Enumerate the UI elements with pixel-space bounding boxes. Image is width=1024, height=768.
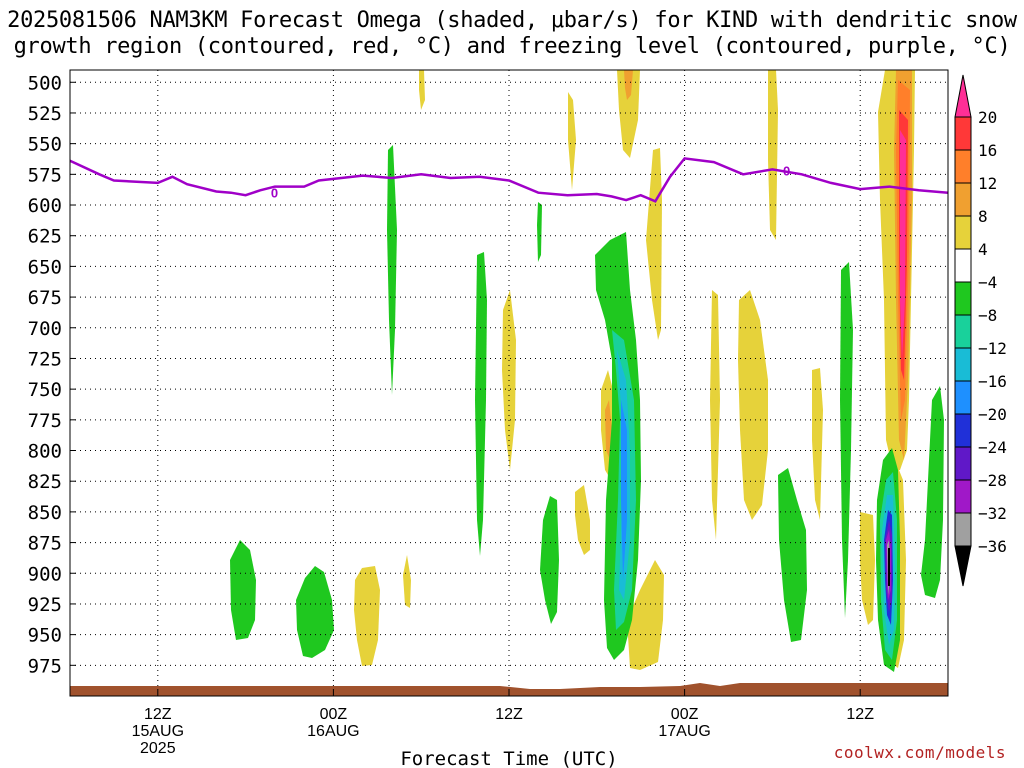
y-tick-label: 775 — [28, 410, 62, 432]
omega-blob — [403, 555, 411, 608]
omega-blob — [475, 252, 487, 556]
omega-blob — [575, 485, 590, 555]
y-tick-label: 500 — [28, 72, 62, 94]
colorbar-tick-label: 8 — [978, 207, 988, 226]
y-tick-label: 800 — [28, 441, 62, 463]
y-tick-label: 600 — [28, 195, 62, 217]
freezing-level-label: 0 — [271, 186, 278, 201]
colorbar-tick-label: 16 — [978, 141, 997, 160]
omega-blob — [840, 262, 853, 618]
colorbar-segment — [954, 545, 972, 587]
omega-blob — [540, 496, 559, 624]
colorbar-segment — [954, 215, 972, 250]
x-tick-label: 12Z — [495, 706, 523, 723]
colorbar-segment — [954, 149, 972, 184]
pressure-axis: 500 525 550 575 600 625 650 675 700 725 750 775 800 8… — [28, 72, 76, 677]
x-tick-label: 12Z — [846, 706, 874, 723]
omega-blob — [568, 92, 576, 190]
y-tick-label: 725 — [28, 348, 62, 370]
colorbar: 20 16 12 8 4 −4 −8 −12 −16 −20 −24 −28 −32 −36 — [954, 74, 1007, 587]
x-tick-label: 2025 — [140, 740, 176, 757]
x-tick-label: 00Z — [671, 706, 699, 723]
y-tick-label: 575 — [28, 164, 62, 186]
y-tick-label: 900 — [28, 563, 62, 585]
omega-blob — [387, 145, 397, 395]
colorbar-tick-label: 4 — [978, 240, 988, 259]
omega-blob — [354, 566, 380, 666]
colorbar-segment — [954, 182, 972, 217]
colorbar-tick-label: −36 — [978, 537, 1007, 556]
omega-blob — [710, 290, 720, 540]
omega-blob — [621, 400, 627, 580]
colorbar-segment — [954, 248, 972, 283]
y-tick-label: 750 — [28, 379, 62, 401]
freezing-level-label: 0 — [783, 164, 790, 179]
chart-title-line-2: growth region (contoured, red, °C) and f… — [13, 34, 1011, 59]
x-axis-title: Forecast Time (UTC) — [400, 748, 617, 768]
omega-blob — [624, 70, 633, 100]
x-tick-label: 00Z — [320, 706, 348, 723]
colorbar-tick-label: 20 — [978, 108, 997, 127]
colorbar-tick-label: −4 — [978, 273, 997, 292]
colorbar-segment — [954, 479, 972, 514]
x-tick-label: 16AUG — [307, 723, 359, 740]
colorbar-tick-label: −16 — [978, 372, 1007, 391]
colorbar-tick-label: −20 — [978, 405, 1007, 424]
y-tick-label: 525 — [28, 103, 62, 125]
chart-title-line-1: 2025081506 NAM3KM Forecast Omega (shaded… — [7, 8, 1017, 33]
colorbar-segment — [954, 380, 972, 415]
colorbar-tick-label: −32 — [978, 504, 1007, 523]
colorbar-tick-label: −28 — [978, 471, 1007, 490]
colorbar-tick-label: 12 — [978, 174, 997, 193]
y-tick-label: 925 — [28, 594, 62, 616]
omega-blob — [627, 560, 664, 670]
colorbar-segment — [954, 314, 972, 349]
freezing-level-line — [69, 157, 949, 203]
colorbar-tick-label: −24 — [978, 438, 1007, 457]
y-tick-label: 550 — [28, 134, 62, 156]
y-tick-label: 975 — [28, 655, 62, 677]
credit-text: coolwx.com/models — [833, 743, 1006, 762]
omega-blob — [921, 386, 944, 598]
omega-blob — [230, 540, 256, 640]
colorbar-tick-label: −12 — [978, 339, 1007, 358]
omega-blob — [738, 290, 768, 520]
omega-blob — [537, 202, 542, 262]
y-tick-label: 675 — [28, 287, 62, 309]
y-tick-label: 875 — [28, 533, 62, 555]
colorbar-segment — [954, 74, 972, 118]
omega-blob — [617, 70, 640, 158]
omega-blob — [812, 368, 823, 520]
y-tick-label: 950 — [28, 625, 62, 647]
colorbar-segment — [954, 281, 972, 316]
omega-blob — [888, 548, 890, 586]
colorbar-segment — [954, 512, 972, 547]
omega-blob — [419, 70, 425, 110]
y-tick-label: 825 — [28, 471, 62, 493]
colorbar-segment — [954, 413, 972, 448]
colorbar-segment — [954, 446, 972, 481]
x-tick-label: 17AUG — [658, 723, 710, 740]
y-tick-label: 850 — [28, 502, 62, 524]
x-tick-label: 15AUG — [132, 723, 184, 740]
y-tick-label: 625 — [28, 226, 62, 248]
y-tick-label: 700 — [28, 318, 62, 340]
colorbar-tick-label: −8 — [978, 306, 997, 325]
colorbar-segment — [954, 347, 972, 382]
y-tick-label: 650 — [28, 256, 62, 278]
omega-blob — [860, 512, 875, 625]
x-tick-label: 12Z — [144, 706, 172, 723]
colorbar-segment — [954, 116, 972, 151]
